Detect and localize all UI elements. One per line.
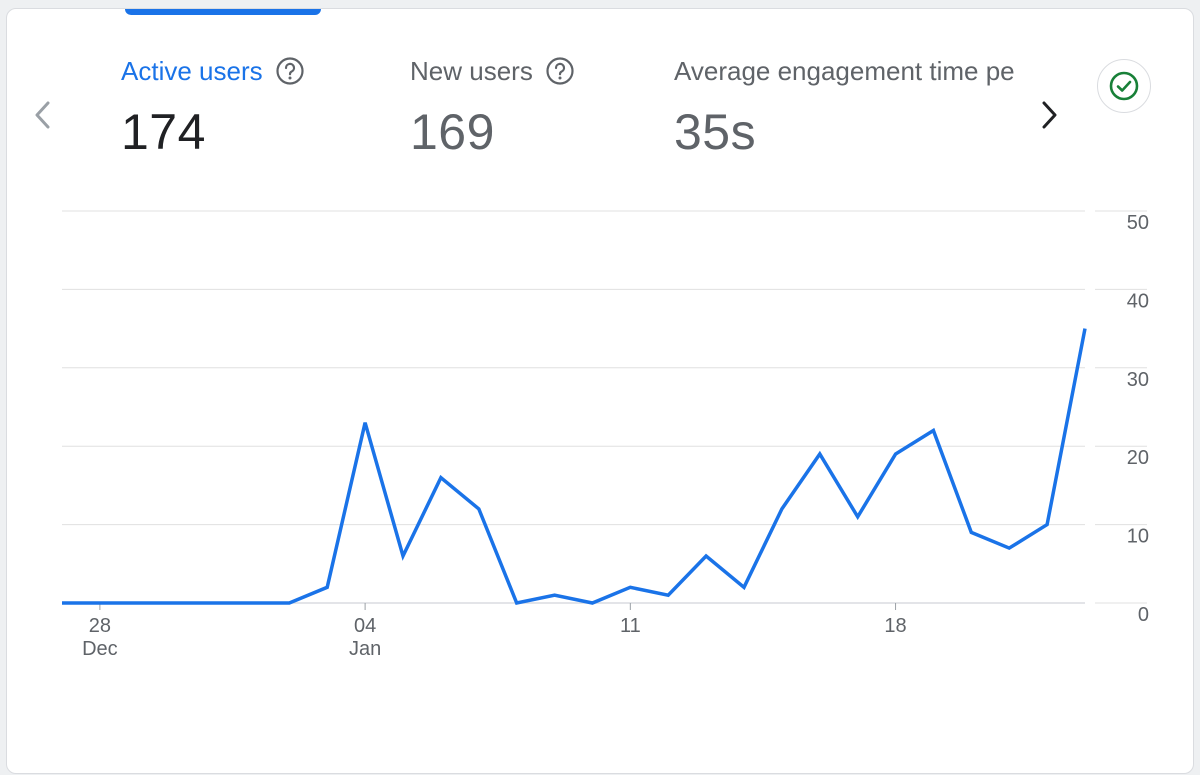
x-tick-label: 18 (884, 615, 906, 637)
y-tick-label: 50 (1127, 212, 1149, 234)
metric-tab-new-users[interactable]: New users 169 (410, 53, 650, 163)
selected-tab-indicator (125, 9, 321, 15)
chevron-right-icon[interactable] (1031, 95, 1067, 135)
x-tick-label: 11 (620, 615, 641, 637)
metric-tab-average-engagement-time[interactable]: Average engagement time per active user … (674, 53, 1016, 163)
y-tick-label: 30 (1127, 369, 1149, 391)
x-tick-month-label: Jan (349, 638, 381, 660)
metric-label: Active users (121, 55, 263, 86)
metric-tab-active-users[interactable]: Active users 174 (121, 53, 381, 163)
status-badge[interactable] (1097, 59, 1151, 113)
x-tick-label: 28 (89, 615, 111, 637)
metric-value: 169 (410, 104, 495, 160)
help-circle-icon[interactable] (275, 56, 305, 86)
help-circle-icon[interactable] (545, 56, 575, 86)
series-line-active-users (62, 328, 1087, 606)
chevron-left-icon[interactable] (25, 95, 61, 135)
y-tick-label: 20 (1127, 447, 1149, 469)
check-circle-icon (1109, 71, 1139, 101)
metric-value: 35s (674, 104, 757, 160)
y-tick-label: 10 (1127, 526, 1149, 548)
metric-label: New users (410, 55, 533, 86)
metric-label: Average engagement time per active user (674, 55, 1016, 86)
y-tick-label: 40 (1127, 290, 1149, 312)
metric-value: 174 (121, 104, 206, 160)
y-tick-label: 0 (1138, 604, 1149, 626)
x-tick-month-label: Dec (82, 638, 118, 660)
active-users-card: Active users 174 New users 169 Average e… (6, 8, 1194, 774)
x-tick-label: 04 (354, 615, 376, 637)
